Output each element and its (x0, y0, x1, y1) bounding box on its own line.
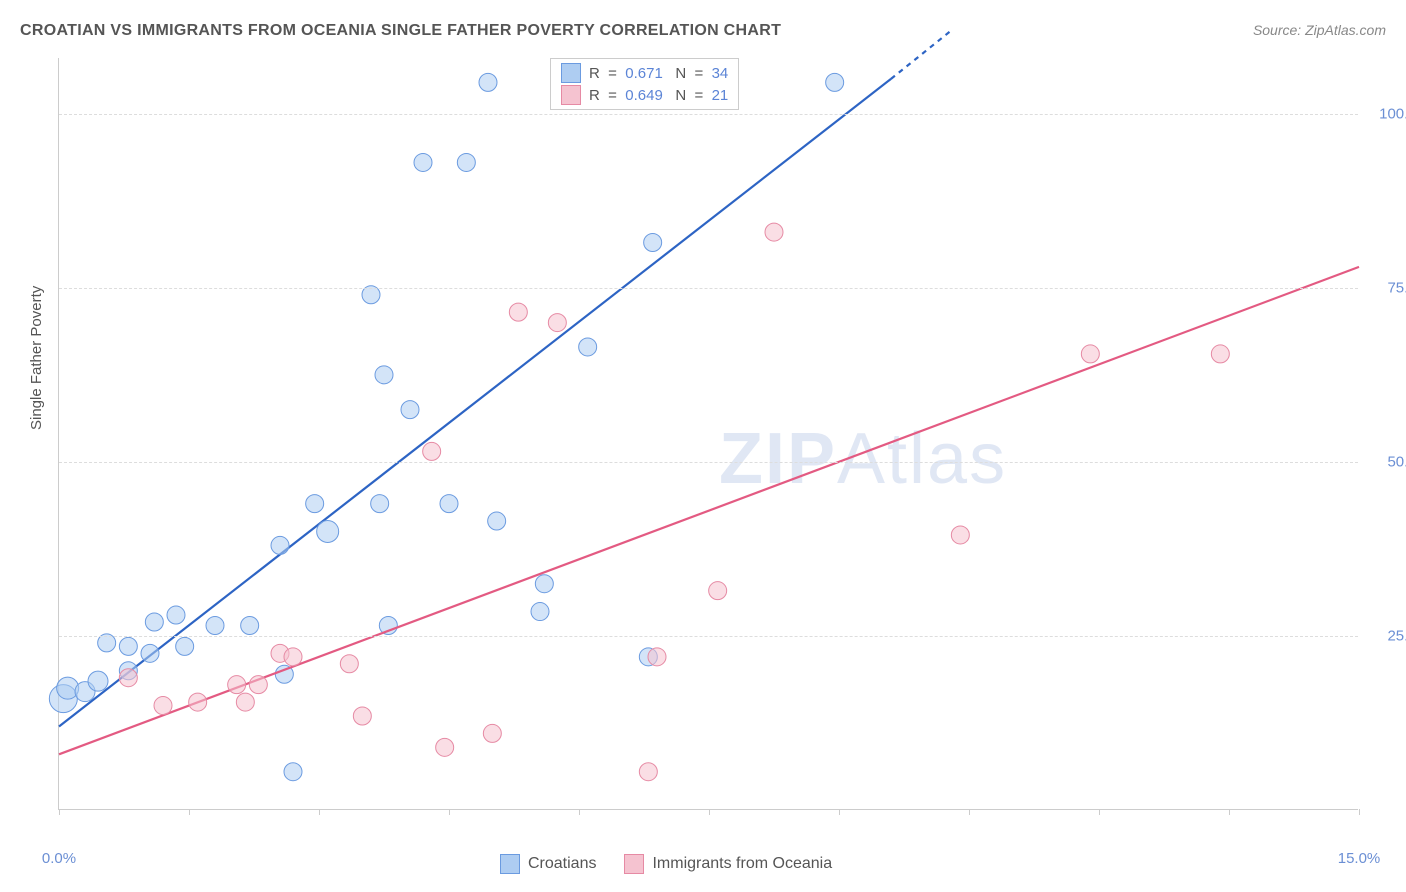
legend-stat-text: R = 0.671 N = 34 (589, 65, 728, 82)
x-tick (839, 809, 840, 815)
trendline (59, 79, 891, 727)
y-tick-label: 75.0% (1387, 279, 1406, 296)
data-point (509, 303, 527, 321)
data-point (1081, 345, 1099, 363)
legend-swatch (561, 63, 581, 83)
chart-container: CROATIAN VS IMMIGRANTS FROM OCEANIA SING… (0, 0, 1406, 892)
legend-swatch (624, 854, 644, 874)
data-point (375, 366, 393, 384)
data-point (457, 153, 475, 171)
x-tick (579, 809, 580, 815)
legend-item: Croatians (500, 854, 596, 874)
data-point (145, 613, 163, 631)
legend-stats: R = 0.671 N = 34 R = 0.649 N = 21 (550, 58, 739, 110)
x-tick (969, 809, 970, 815)
y-tick-label: 25.0% (1387, 627, 1406, 644)
legend-stat-row: R = 0.671 N = 34 (561, 63, 728, 83)
data-point (154, 697, 172, 715)
data-point (340, 655, 358, 673)
trendline-dashed (891, 30, 952, 79)
legend-swatch (561, 85, 581, 105)
x-tick-label: 15.0% (1338, 850, 1381, 867)
legend-swatch (500, 854, 520, 874)
legend-stat-text: R = 0.649 N = 21 (589, 87, 728, 104)
data-point (765, 223, 783, 241)
legend-item: Immigrants from Oceania (624, 854, 832, 874)
grid-line (59, 636, 1358, 637)
legend-stat-row: R = 0.649 N = 21 (561, 85, 728, 105)
data-point (709, 582, 727, 600)
data-point (353, 707, 371, 725)
data-point (648, 648, 666, 666)
x-tick (319, 809, 320, 815)
data-point (535, 575, 553, 593)
data-point (548, 314, 566, 332)
x-tick (189, 809, 190, 815)
data-point (436, 738, 454, 756)
data-point (141, 644, 159, 662)
y-axis-label: Single Father Poverty (28, 286, 45, 430)
x-tick (59, 809, 60, 815)
data-point (176, 637, 194, 655)
chart-title: CROATIAN VS IMMIGRANTS FROM OCEANIA SING… (20, 22, 781, 40)
x-tick (709, 809, 710, 815)
x-tick-label: 0.0% (42, 850, 76, 867)
y-tick-label: 50.0% (1387, 453, 1406, 470)
data-point (479, 73, 497, 91)
data-point (306, 495, 324, 513)
grid-line (59, 288, 1358, 289)
x-tick (449, 809, 450, 815)
data-point (401, 401, 419, 419)
data-point (241, 616, 259, 634)
data-point (483, 724, 501, 742)
data-point (531, 603, 549, 621)
data-point (249, 676, 267, 694)
plot-svg (59, 58, 1358, 809)
data-point (951, 526, 969, 544)
data-point (414, 153, 432, 171)
source-label: Source: ZipAtlas.com (1253, 22, 1386, 38)
data-point (440, 495, 458, 513)
data-point (284, 763, 302, 781)
x-tick (1099, 809, 1100, 815)
data-point (579, 338, 597, 356)
x-tick (1359, 809, 1360, 815)
data-point (423, 442, 441, 460)
data-point (88, 671, 108, 691)
grid-line (59, 462, 1358, 463)
data-point (206, 616, 224, 634)
legend-label: Croatians (528, 855, 596, 873)
data-point (236, 693, 254, 711)
data-point (317, 520, 339, 542)
data-point (639, 763, 657, 781)
legend-label: Immigrants from Oceania (652, 855, 832, 873)
y-tick-label: 100.0% (1379, 105, 1406, 122)
data-point (371, 495, 389, 513)
data-point (119, 637, 137, 655)
data-point (284, 648, 302, 666)
grid-line (59, 114, 1358, 115)
data-point (488, 512, 506, 530)
data-point (1211, 345, 1229, 363)
plot-area: ZIPAtlas 25.0%50.0%75.0%100.0%0.0%15.0% (58, 58, 1358, 810)
data-point (228, 676, 246, 694)
data-point (644, 234, 662, 252)
x-tick (1229, 809, 1230, 815)
data-point (167, 606, 185, 624)
legend-series: Croatians Immigrants from Oceania (500, 854, 832, 874)
data-point (826, 73, 844, 91)
data-point (271, 536, 289, 554)
data-point (189, 693, 207, 711)
data-point (119, 669, 137, 687)
